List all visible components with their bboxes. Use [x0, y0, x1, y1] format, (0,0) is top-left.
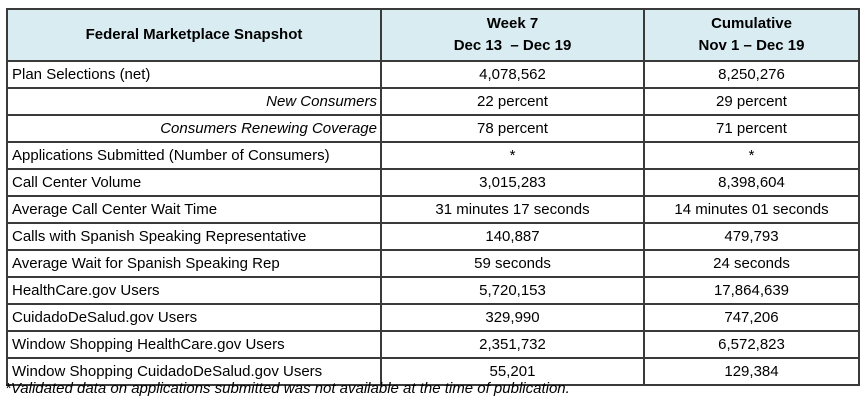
table-row: Consumers Renewing Coverage 78 percent 71 … [6, 114, 860, 143]
row-label: HealthCare.gov Users [6, 276, 382, 305]
table-row: Call Center Volume 3,015,283 8,398,604 [6, 168, 860, 197]
cumulative-value: 8,250,276 [643, 60, 860, 89]
cumulative-value: 8,398,604 [643, 168, 860, 197]
week-value: 3,015,283 [380, 168, 645, 197]
week-value: 55,201 [380, 357, 645, 386]
row-label: New Consumers [6, 87, 382, 116]
table-row: Calls with Spanish Speaking Representati… [6, 222, 860, 251]
row-label: CuidadoDeSalud.gov Users [6, 303, 382, 332]
table-row: Average Wait for Spanish Speaking Rep 59 … [6, 249, 860, 278]
table-row: Applications Submitted (Number of Consum… [6, 141, 860, 170]
row-label: Average Call Center Wait Time [6, 195, 382, 224]
cumulative-value: 129,384 [643, 357, 860, 386]
cumulative-value: 71 percent [643, 114, 860, 143]
row-label: Average Wait for Spanish Speaking Rep [6, 249, 382, 278]
week-value: 2,351,732 [380, 330, 645, 359]
table-row: Window Shopping CuidadoDeSalud.gov Users… [6, 357, 860, 386]
week-value: 140,887 [380, 222, 645, 251]
week-value: 78 percent [380, 114, 645, 143]
cumulative-value: 479,793 [643, 222, 860, 251]
week-value: 329,990 [380, 303, 645, 332]
table-row: New Consumers 22 percent 29 percent [6, 87, 860, 116]
header-week-column: Week 7 Dec 13 – Dec 19 [380, 8, 645, 62]
week-value: 22 percent [380, 87, 645, 116]
table-body: Plan Selections (net) 4,078,562 8,250,276 N… [6, 60, 860, 386]
week-value: 59 seconds [380, 249, 645, 278]
row-label: Window Shopping CuidadoDeSalud.gov Users [6, 357, 382, 386]
row-label: Calls with Spanish Speaking Representati… [6, 222, 382, 251]
table-row: Average Call Center Wait Time 31 minutes … [6, 195, 860, 224]
federal-marketplace-snapshot-table: Federal Marketplace Snapshot Week 7 Dec … [6, 8, 860, 386]
cumulative-value: 747,206 [643, 303, 860, 332]
row-label: Call Center Volume [6, 168, 382, 197]
cumulative-value: 6,572,823 [643, 330, 860, 359]
table-row: HealthCare.gov Users 5,720,153 17,864,639 [6, 276, 860, 305]
cumulative-value: 24 seconds [643, 249, 860, 278]
header-title: Federal Marketplace Snapshot [6, 8, 382, 62]
cumulative-value: * [643, 141, 860, 170]
header-row: Federal Marketplace Snapshot Week 7 Dec … [6, 8, 860, 62]
row-label: Plan Selections (net) [6, 60, 382, 89]
row-label: Applications Submitted (Number of Consum… [6, 141, 382, 170]
table-row: Plan Selections (net) 4,078,562 8,250,276 [6, 60, 860, 89]
footnote: *Validated data on applications submitte… [5, 380, 570, 397]
cumulative-value: 29 percent [643, 87, 860, 116]
table-row: Window Shopping HealthCare.gov Users 2,35… [6, 330, 860, 359]
week-value: * [380, 141, 645, 170]
week-value: 5,720,153 [380, 276, 645, 305]
table-header: Federal Marketplace Snapshot Week 7 Dec … [6, 8, 860, 62]
header-cumulative-column: Cumulative Nov 1 – Dec 19 [643, 8, 860, 62]
cumulative-value: 14 minutes 01 seconds [643, 195, 860, 224]
table-row: CuidadoDeSalud.gov Users 329,990 747,206 [6, 303, 860, 332]
cumulative-value: 17,864,639 [643, 276, 860, 305]
week-value: 31 minutes 17 seconds [380, 195, 645, 224]
week-value: 4,078,562 [380, 60, 645, 89]
row-label: Consumers Renewing Coverage [6, 114, 382, 143]
row-label: Window Shopping HealthCare.gov Users [6, 330, 382, 359]
